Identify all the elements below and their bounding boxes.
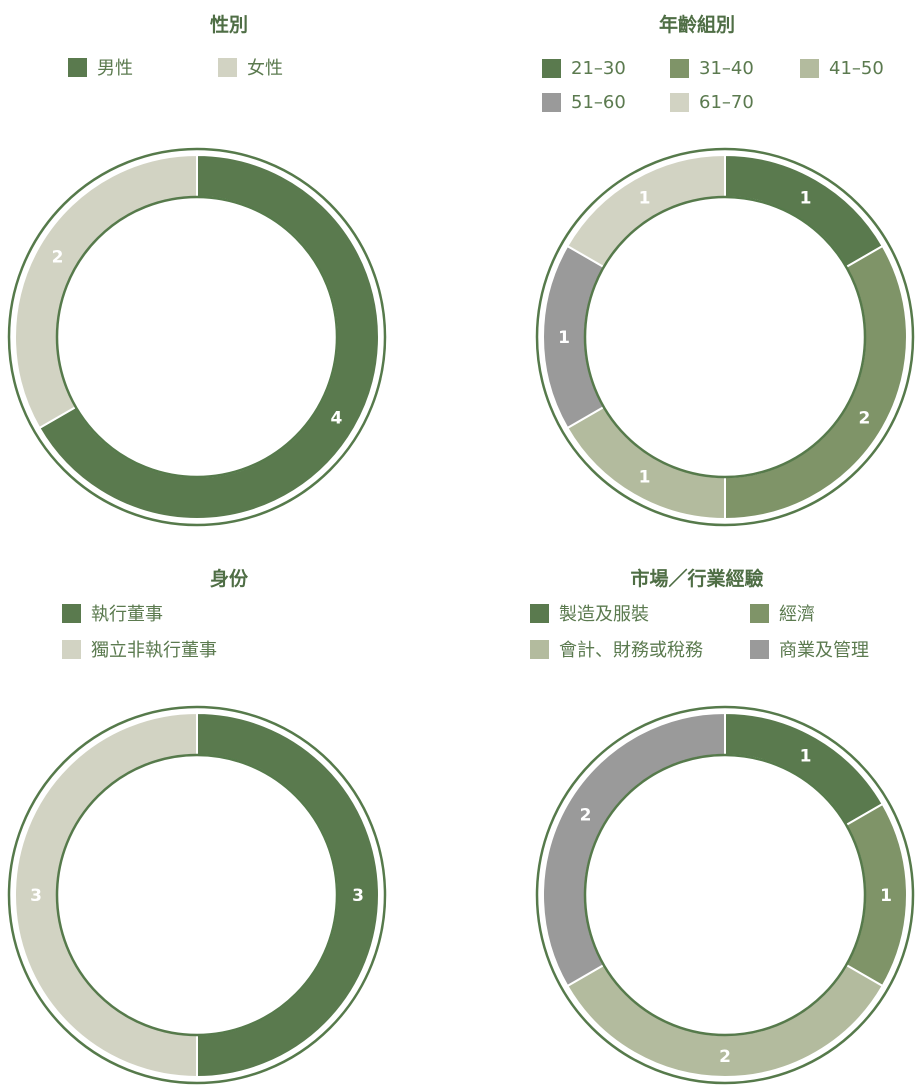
donut-slice: [724, 153, 884, 269]
legend-swatch: [750, 639, 769, 659]
slice-value-label: 3: [30, 886, 42, 906]
donut-outer-ring: [535, 147, 915, 527]
legend-swatch: [530, 639, 549, 659]
legend-label: 61–70: [699, 92, 754, 113]
slice-value-label: 1: [639, 467, 651, 487]
legend-label: 21–30: [571, 58, 626, 79]
legend-swatch: [530, 603, 549, 623]
legend-label: 經濟: [779, 604, 815, 625]
donut-slice: [566, 153, 726, 269]
donut-inner-ring: [55, 195, 339, 479]
donut-outer-ring: [7, 705, 387, 1085]
chart-title: 年齡組別: [658, 14, 735, 36]
legend-label: 男性: [97, 58, 133, 79]
slice-value-label: 2: [580, 806, 592, 826]
legend-item-31-40: 31–40: [670, 58, 754, 79]
legend-item-male: 男性: [68, 54, 133, 80]
donut-outer-ring: [7, 147, 387, 527]
chart-age-group: 年齡組別 21–30 31–40 41–50 51–60 61–70 1 2 1 1 1: [458, 0, 916, 542]
donut-slice: [724, 711, 884, 827]
legend-item-business: 商業及管理: [750, 636, 869, 662]
legend-label: 執行董事: [91, 604, 163, 625]
legend-item-female: 女性: [218, 54, 283, 80]
legend-swatch: [670, 93, 689, 112]
slice-value-label: 2: [52, 248, 64, 268]
chart-title: 市場／行業經驗: [630, 568, 764, 590]
legend-item-manufacturing: 製造及服裝: [530, 600, 649, 626]
legend-item-41-50: 41–50: [800, 58, 884, 79]
donut-slice: [542, 711, 726, 988]
legend-swatch: [542, 93, 561, 112]
legend-item-economics: 經濟: [750, 600, 815, 626]
legend-swatch: [62, 639, 81, 659]
donut-slice: [844, 802, 908, 988]
donut-outer-ring: [535, 705, 915, 1085]
legend-swatch: [670, 59, 689, 78]
slice-value-label: 2: [719, 1047, 731, 1067]
donut-slice: [542, 244, 606, 430]
legend-label: 51–60: [571, 92, 626, 113]
legend-swatch: [750, 603, 769, 623]
legend-item-61-70: 61–70: [670, 92, 754, 113]
legend-item-executive: 執行董事: [62, 600, 163, 626]
legend-swatch: [542, 59, 561, 78]
legend-item-accounting: 會計、財務或稅務: [530, 636, 703, 662]
donut-chart: 1 1 2 2: [535, 705, 915, 1085]
slice-value-label: 4: [331, 409, 343, 429]
slice-value-label: 3: [352, 886, 364, 906]
donut-slice: [14, 711, 198, 1079]
slice-value-label: 2: [859, 409, 871, 429]
donut-chart: 33: [7, 705, 387, 1085]
legend-swatch: [800, 59, 819, 78]
donut-inner-ring: [583, 753, 867, 1037]
slice-value-label: 1: [639, 189, 651, 209]
legend-label: 製造及服裝: [559, 604, 649, 625]
slice-value-label: 1: [880, 886, 892, 906]
legend-swatch: [62, 603, 81, 623]
legend-label: 女性: [247, 58, 283, 79]
donut-slice: [14, 153, 198, 430]
chart-title: 身份: [209, 568, 248, 590]
donut-chart: 1 2 1 1 1: [535, 147, 915, 527]
donut-inner-ring: [583, 195, 867, 479]
donut-chart: 42: [7, 147, 387, 527]
legend-item-21-30: 21–30: [542, 58, 626, 79]
donut-slice: [724, 244, 908, 521]
chart-title: 性別: [209, 14, 248, 36]
legend-swatch: [68, 57, 87, 77]
legend-label: 會計、財務或稅務: [559, 640, 703, 661]
legend-label: 31–40: [699, 58, 754, 79]
donut-inner-ring: [55, 753, 339, 1037]
legend-label: 商業及管理: [779, 640, 869, 661]
legend-swatch: [218, 57, 237, 77]
legend-item-51-60: 51–60: [542, 92, 626, 113]
legend-label: 獨立非執行董事: [91, 640, 217, 661]
slice-value-label: 1: [558, 328, 570, 348]
legend-item-independent: 獨立非執行董事: [62, 636, 217, 662]
slice-value-label: 1: [800, 189, 812, 209]
slice-value-label: 1: [800, 747, 812, 767]
legend-label: 41–50: [829, 58, 884, 79]
chart-industry-experience: 市場／行業經驗 製造及服裝 經濟 會計、財務或稅務 商業及管理 1 1 2 2: [458, 542, 916, 1085]
donut-slice: [566, 405, 726, 521]
